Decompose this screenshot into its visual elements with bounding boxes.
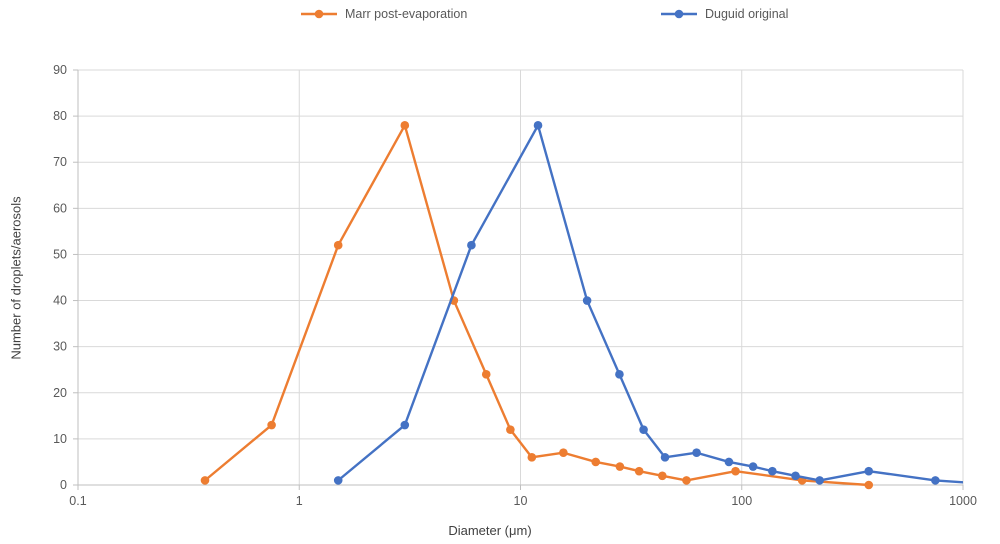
data-point-marker — [467, 240, 476, 250]
data-point-marker — [400, 420, 410, 430]
data-point-marker — [724, 457, 734, 467]
data-point-marker — [333, 476, 343, 485]
legend-item-marr-post-evaporation: Marr post-evaporation — [300, 7, 467, 21]
data-point-marker — [591, 457, 601, 467]
data-point-marker — [400, 121, 410, 130]
series-0 — [200, 121, 874, 490]
data-point-marker — [527, 453, 537, 462]
y-tick-label: 0 — [60, 478, 67, 492]
x-axis-title: Diameter (μm) — [448, 523, 532, 538]
y-tick-label: 50 — [53, 247, 67, 261]
legend-marker — [314, 9, 324, 19]
y-tick-label: 90 — [53, 63, 67, 77]
data-point-marker — [682, 476, 691, 485]
data-point-marker — [615, 370, 624, 379]
x-tick-label: 10 — [514, 494, 528, 508]
x-tick-label: 1000 — [949, 494, 977, 508]
data-point-marker — [267, 420, 276, 430]
y-tick-label: 40 — [53, 294, 67, 308]
data-point-marker — [658, 471, 667, 481]
legend-label-duguid: Duguid original — [705, 7, 789, 21]
y-tick-label: 80 — [53, 109, 67, 123]
data-point-marker — [692, 448, 701, 458]
data-point-marker — [506, 425, 515, 434]
data-point-marker — [615, 462, 625, 471]
data-point-marker — [582, 296, 592, 305]
legend-swatch-duguid — [661, 9, 697, 19]
series-1 — [333, 121, 963, 485]
legend-marker — [674, 9, 684, 19]
series-line-0 — [203, 124, 870, 487]
y-tick-label: 30 — [53, 340, 67, 354]
data-point-marker — [481, 370, 491, 379]
data-point-marker — [791, 471, 800, 481]
data-point-marker — [660, 453, 670, 462]
data-point-marker — [333, 240, 343, 250]
y-axis-title: Number of droplets/aerosols — [8, 196, 24, 360]
data-point-marker — [748, 462, 758, 471]
y-tick-label: 60 — [53, 201, 67, 215]
legend-swatch-marr — [301, 9, 337, 19]
data-point-marker — [634, 466, 644, 476]
data-point-marker — [639, 425, 648, 434]
series-line-1 — [337, 124, 963, 484]
data-point-marker — [864, 480, 874, 490]
data-point-marker — [931, 476, 940, 485]
x-tick-label: 100 — [731, 494, 752, 508]
y-tick-label: 10 — [53, 432, 67, 446]
data-point-marker — [815, 476, 824, 485]
data-point-marker — [533, 121, 543, 130]
data-point-marker — [559, 448, 568, 458]
data-point-marker — [768, 466, 777, 476]
data-point-marker — [731, 466, 740, 476]
y-tick-label: 20 — [53, 386, 67, 400]
x-tick-label: 1 — [296, 494, 303, 508]
x-tick-label: 0.1 — [69, 494, 86, 508]
data-point-marker — [864, 466, 874, 476]
data-point-marker — [200, 476, 210, 485]
legend-item-duguid-original: Duguid original — [660, 7, 788, 21]
legend-label-marr: Marr post-evaporation — [345, 7, 468, 21]
y-tick-label: 70 — [53, 155, 67, 169]
